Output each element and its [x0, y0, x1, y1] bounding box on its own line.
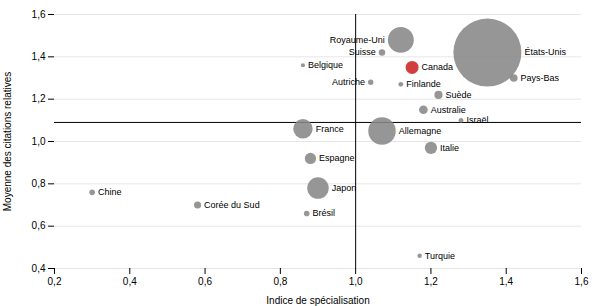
svg-text:États-Unis: États-Unis	[524, 47, 566, 57]
svg-text:Autriche: Autriche	[332, 77, 365, 87]
svg-text:0,6: 0,6	[32, 220, 46, 231]
svg-text:1,0: 1,0	[32, 136, 46, 147]
svg-text:1,4: 1,4	[499, 276, 513, 287]
svg-text:0,4: 0,4	[123, 276, 137, 287]
svg-text:Suède: Suède	[446, 90, 472, 100]
svg-text:1,2: 1,2	[424, 276, 438, 287]
svg-text:1,0: 1,0	[349, 276, 363, 287]
svg-text:Israël: Israël	[466, 115, 488, 125]
svg-text:1,6: 1,6	[575, 276, 589, 287]
svg-text:1,6: 1,6	[32, 9, 46, 20]
svg-text:0,6: 0,6	[198, 276, 212, 287]
svg-text:Italie: Italie	[440, 143, 459, 153]
svg-text:Allemagne: Allemagne	[399, 126, 442, 136]
svg-text:Chine: Chine	[98, 187, 122, 197]
svg-text:Espagne: Espagne	[319, 153, 355, 163]
svg-text:Moyenne des citations relative: Moyenne des citations relatives	[2, 72, 13, 212]
svg-text:Brésil: Brésil	[313, 208, 336, 218]
svg-text:0,8: 0,8	[273, 276, 287, 287]
svg-text:Suisse: Suisse	[349, 47, 376, 57]
svg-text:Royaume-Uni: Royaume-Uni	[330, 35, 385, 45]
svg-text:Canada: Canada	[422, 62, 454, 72]
svg-text:1,4: 1,4	[32, 51, 46, 62]
svg-text:Japon: Japon	[332, 183, 357, 193]
svg-text:Australie: Australie	[431, 105, 466, 115]
svg-text:0,2: 0,2	[48, 276, 62, 287]
svg-text:France: France	[316, 124, 344, 134]
svg-text:Pays-Bas: Pays-Bas	[521, 73, 560, 83]
svg-text:0,8: 0,8	[32, 178, 46, 189]
svg-text:0,4: 0,4	[32, 263, 46, 274]
svg-text:Indice de spécialisation: Indice de spécialisation	[266, 295, 369, 306]
svg-text:Turquie: Turquie	[425, 251, 455, 261]
svg-text:Corée du Sud: Corée du Sud	[204, 200, 260, 210]
svg-text:Finlande: Finlande	[406, 79, 441, 89]
svg-text:1,2: 1,2	[32, 93, 46, 104]
svg-text:Belgique: Belgique	[308, 60, 343, 70]
